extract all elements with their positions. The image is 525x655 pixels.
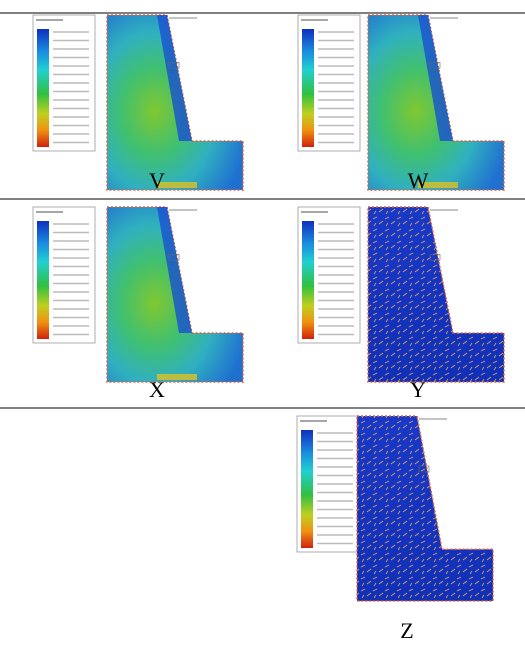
legend-colorbar bbox=[301, 430, 313, 548]
panel-label: W bbox=[408, 168, 429, 193]
legend-colorbar bbox=[37, 221, 49, 339]
legend-colorbar bbox=[302, 221, 314, 339]
panel: V bbox=[33, 15, 243, 193]
panel: W bbox=[298, 15, 504, 193]
panel: X bbox=[33, 207, 243, 402]
dam-cracks bbox=[368, 207, 504, 382]
legend-colorbar bbox=[37, 29, 49, 147]
panel-label: X bbox=[149, 377, 165, 402]
panel: Z bbox=[297, 416, 493, 643]
panel: Y bbox=[298, 207, 504, 402]
legend-colorbar bbox=[302, 29, 314, 147]
panel-label: Z bbox=[400, 618, 413, 643]
figure: V W X Y Z bbox=[0, 0, 525, 650]
panel-label: V bbox=[149, 168, 165, 193]
dam-cracks bbox=[357, 416, 493, 601]
panel-label: Y bbox=[410, 377, 426, 402]
